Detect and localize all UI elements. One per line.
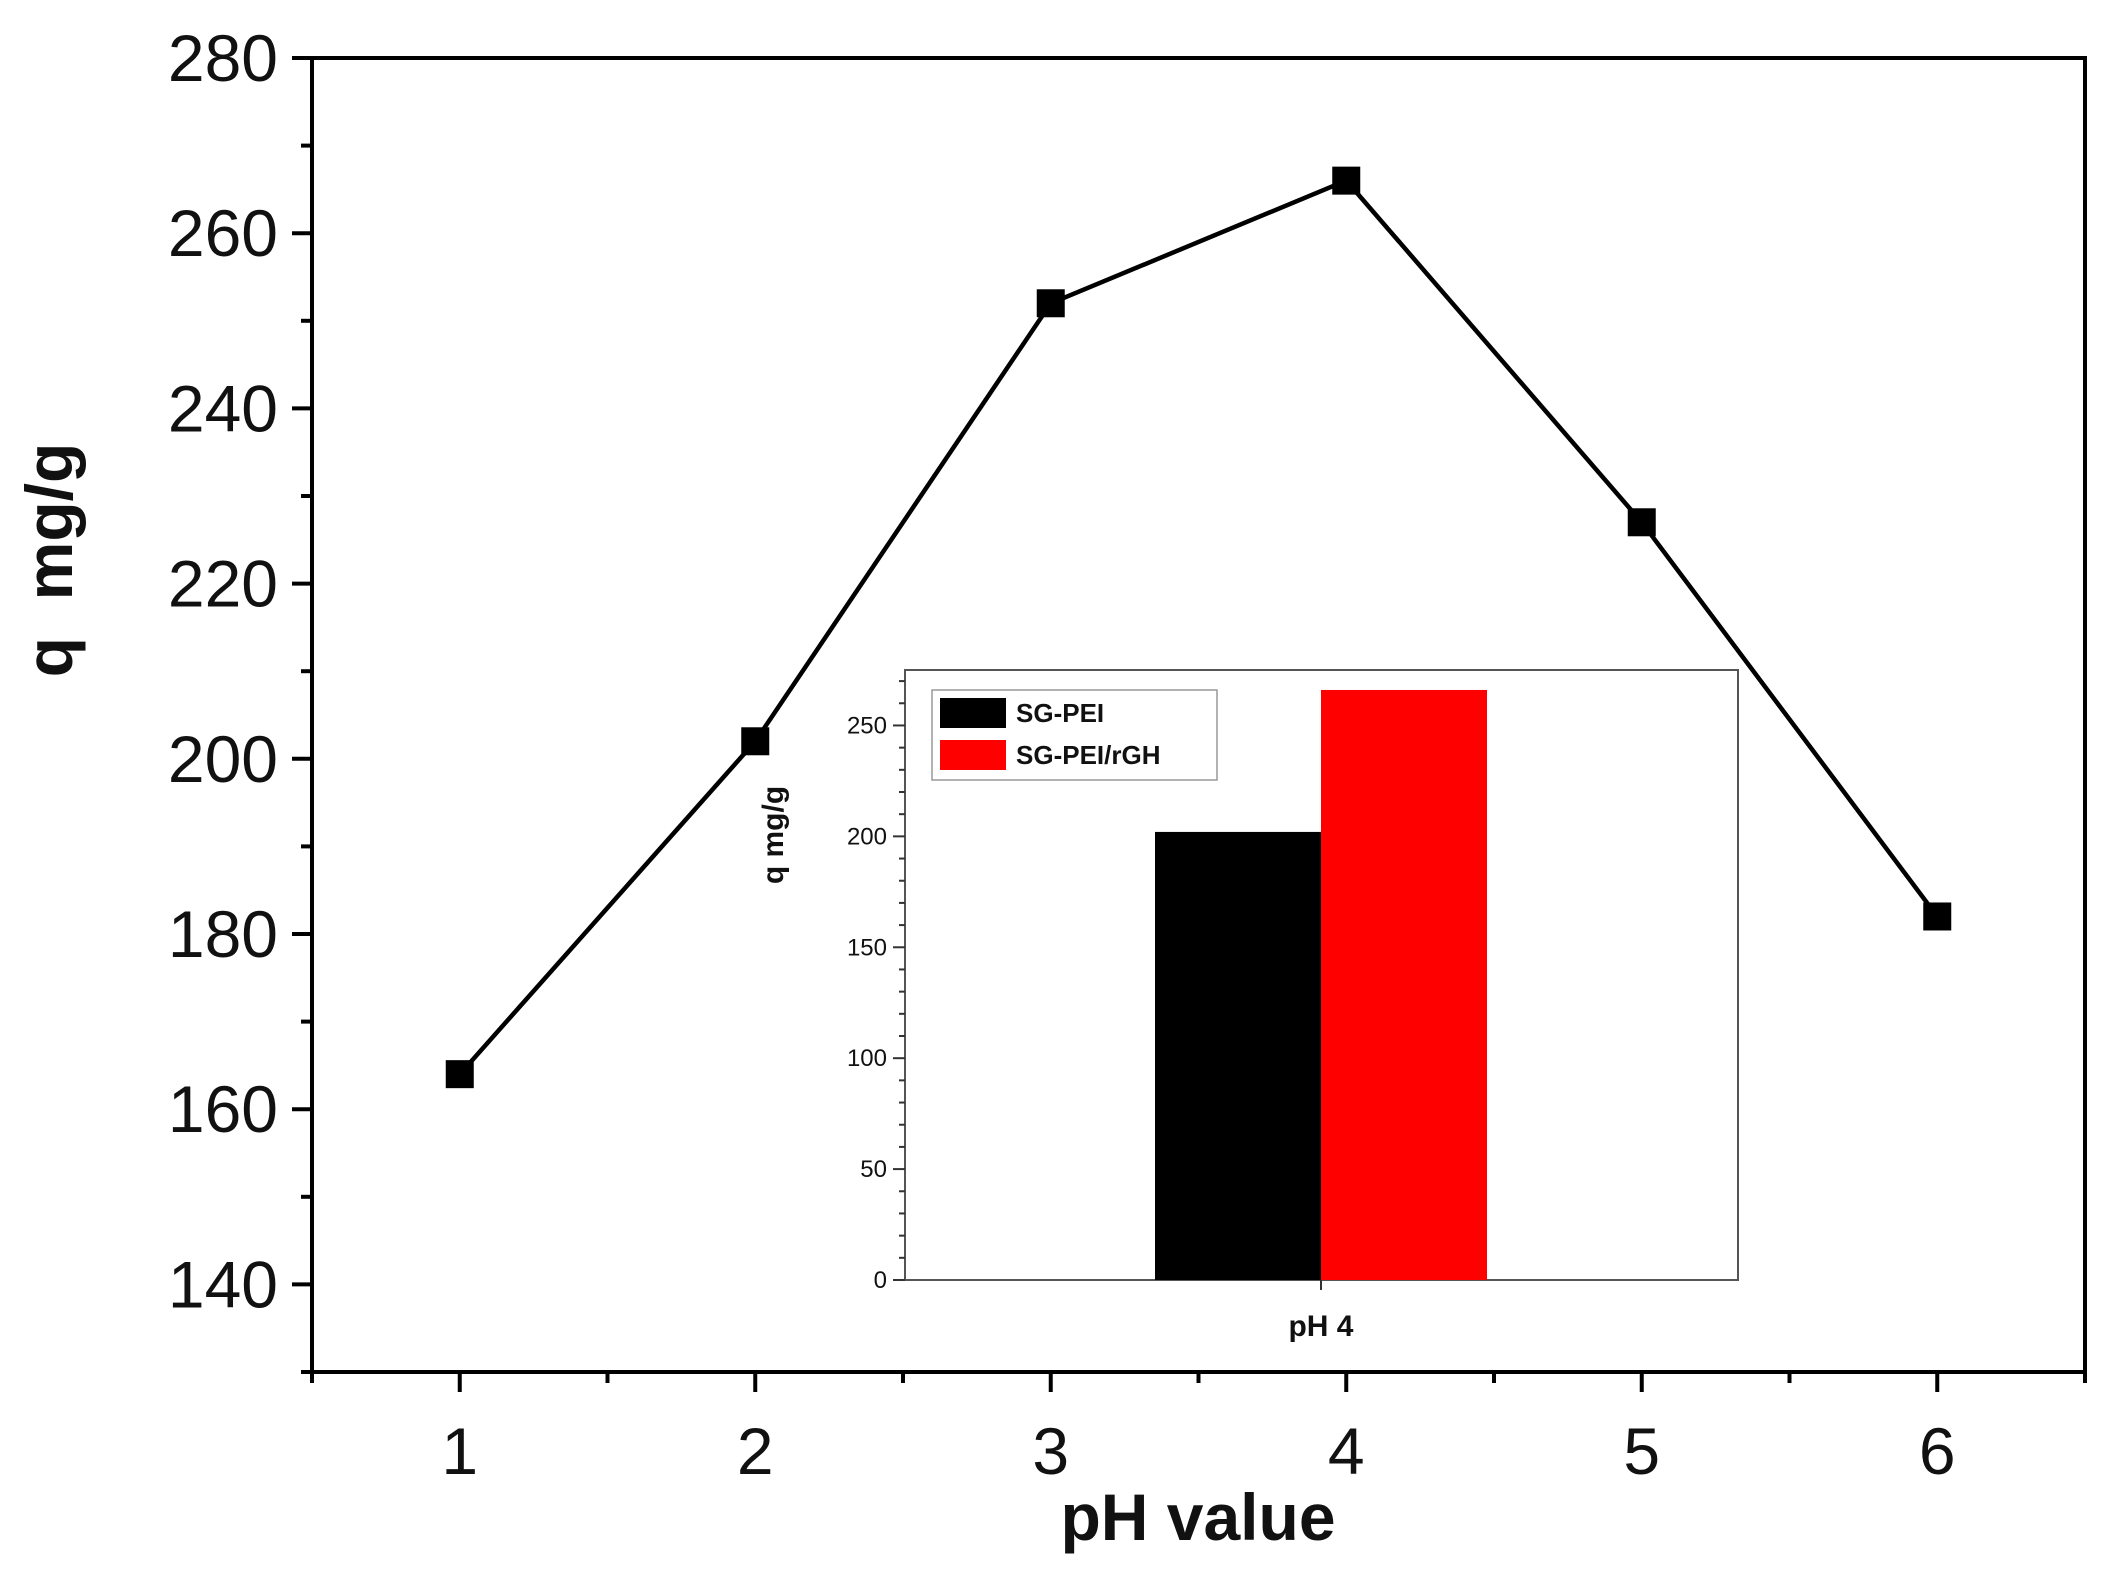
y-tick-label: 240 xyxy=(168,371,278,445)
inset-bar xyxy=(1321,689,1487,1280)
data-point-marker xyxy=(445,1060,474,1089)
x-tick-label: 1 xyxy=(441,1414,478,1488)
legend-swatch xyxy=(940,698,1006,728)
legend-label: SG-PEI xyxy=(1016,698,1104,728)
inset-y-tick-label: 200 xyxy=(847,823,887,850)
inset-y-tick-label: 0 xyxy=(874,1267,887,1294)
inset-y-tick-label: 150 xyxy=(847,934,887,961)
y-tick-label: 160 xyxy=(168,1072,278,1146)
x-tick-label: 5 xyxy=(1623,1414,1660,1488)
data-point-marker xyxy=(1036,289,1065,318)
data-point-marker xyxy=(741,727,770,756)
inset-y-axis-title: q mg/g xyxy=(757,786,790,884)
y-tick-label: 220 xyxy=(168,547,278,621)
data-point-marker xyxy=(1627,508,1656,537)
inset-bar xyxy=(1155,831,1321,1280)
y-tick-label: 280 xyxy=(168,21,278,95)
data-point-marker xyxy=(1332,166,1361,195)
x-axis-title: pH value xyxy=(1060,1480,1335,1554)
data-point-marker xyxy=(1923,902,1952,931)
series-line xyxy=(458,177,1940,1076)
x-tick-label: 4 xyxy=(1328,1414,1365,1488)
y-tick-label: 200 xyxy=(168,722,278,796)
y-tick-label: 140 xyxy=(168,1247,278,1321)
legend-swatch xyxy=(940,740,1006,770)
inset-x-tick-label: pH 4 xyxy=(1288,1310,1353,1343)
y-tick-label: 260 xyxy=(168,196,278,270)
y-tick-label: 180 xyxy=(168,897,278,971)
inset-y-tick-label: 250 xyxy=(847,712,887,739)
x-tick-label: 3 xyxy=(1032,1414,1069,1488)
x-tick-label: 6 xyxy=(1919,1414,1956,1488)
inset-y-tick-label: 100 xyxy=(847,1045,887,1072)
x-tick-label: 2 xyxy=(737,1414,774,1488)
inset-y-tick-label: 50 xyxy=(860,1156,887,1183)
y-axis-title: q mg/g xyxy=(12,443,86,678)
legend-label: SG-PEI/rGH xyxy=(1016,740,1160,770)
